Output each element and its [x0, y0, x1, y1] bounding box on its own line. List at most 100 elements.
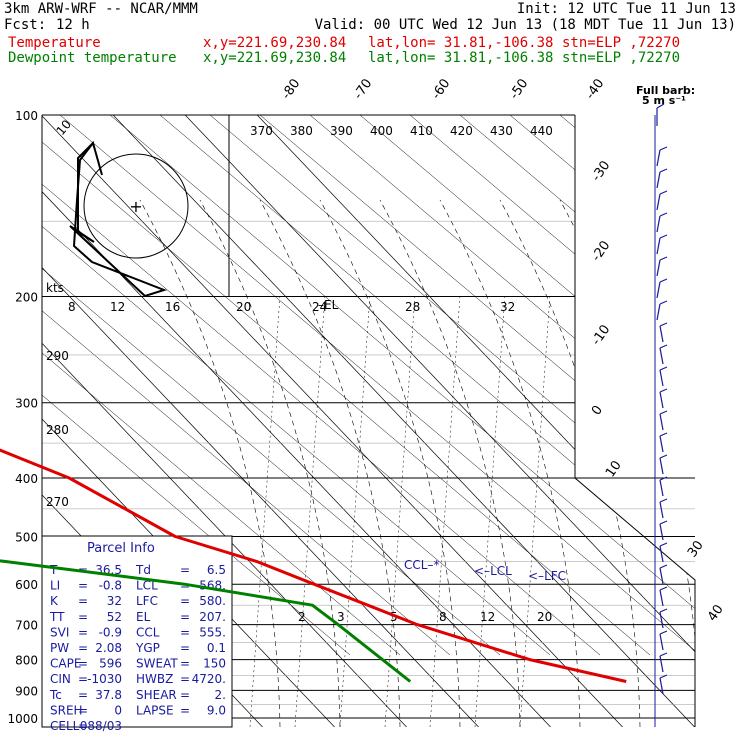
- moist-adiabat-line: [259, 199, 401, 727]
- wind-barb: [656, 303, 661, 321]
- dry-adiabat-line: [409, 115, 695, 656]
- dry-adiabat-line: [609, 115, 695, 656]
- mixing-ratio-label: 28: [405, 300, 420, 314]
- wind-barb: [659, 457, 664, 475]
- level-markers: –EL CCL–* <–LCL <–LFC: [318, 298, 566, 583]
- theta-label: 410: [410, 124, 433, 138]
- mixing-ratio-line: [384, 294, 416, 727]
- theta-left-label: 280: [46, 423, 69, 437]
- parcel-info-value: 580.: [199, 594, 226, 608]
- pressure-tick-label: 400: [15, 472, 38, 486]
- temp-xy: x,y=221.69,230.84: [203, 35, 347, 51]
- theta-label: 370: [250, 124, 273, 138]
- parcel-info-value: 52: [107, 610, 122, 624]
- wind-barb-flag: [659, 366, 668, 371]
- parcel-info-value: =: [78, 719, 88, 733]
- dry-adiabat-line: [459, 115, 695, 656]
- lcl-marker: <–LCL: [474, 564, 512, 578]
- parcel-info-value: =: [180, 641, 190, 655]
- theta-left-label: 270: [46, 495, 69, 509]
- parcel-info-value: =: [180, 672, 190, 686]
- isotherm-right-label: 40: [705, 602, 727, 624]
- mixing-ratio-label: 32: [500, 300, 515, 314]
- wind-barb-flag: [659, 212, 668, 217]
- lfc-marker: <–LFC: [528, 569, 566, 583]
- parcel-info-value: 6.5: [207, 563, 226, 577]
- mixing-ratio-line: [519, 294, 551, 727]
- wind-barb-flag: [659, 146, 668, 151]
- ccl-marker: CCL–*: [404, 558, 439, 572]
- wind-barb-flag: [659, 630, 668, 635]
- parcel-info-value: =: [78, 610, 88, 624]
- wind-barb: [659, 435, 664, 453]
- dry-adiabat-line: [159, 115, 695, 656]
- wind-barb: [659, 369, 664, 387]
- mixing-ratio-line: [474, 294, 506, 727]
- parcel-info-value: 0: [114, 703, 122, 717]
- wind-barb-flag: [659, 520, 668, 525]
- dry-adiabat-line: [42, 115, 601, 656]
- legend-temperature: Temperature: [8, 35, 101, 51]
- hodograph-center-mark: +: [129, 197, 142, 216]
- theta-label: 440: [530, 124, 553, 138]
- parcel-info-value: K: [50, 594, 59, 608]
- wind-barb: [659, 479, 664, 497]
- parcel-info-value: LI: [50, 579, 60, 593]
- parcel-info-value: =: [78, 641, 88, 655]
- dew-station: stn=ELP ,72270: [562, 50, 681, 66]
- wind-barb-flag: [659, 322, 668, 327]
- parcel-info-value: =: [180, 703, 190, 717]
- temp-latlon: lat,lon= 31.81,-106.38: [368, 35, 554, 51]
- isotherm-right-label: 30: [685, 538, 707, 560]
- barb-legend-line1: Full barb:: [636, 84, 695, 97]
- parcel-info-value: =: [180, 657, 190, 671]
- wind-barb-flag: [659, 498, 668, 503]
- parcel-info-value: 596: [99, 657, 122, 671]
- parcel-info-value: =: [180, 688, 190, 702]
- mixing-ratio-line: [429, 294, 461, 727]
- pressure-tick-label: 100: [15, 109, 38, 123]
- valid-time: Valid: 00 UTC Wed 12 Jun 13 (18 MDT Tue …: [314, 17, 736, 33]
- pressure-tick-label: 300: [15, 397, 38, 411]
- wind-barb-flag: [659, 256, 668, 261]
- wind-barb-flag: [659, 278, 668, 283]
- parcel-info-value: 32: [107, 594, 122, 608]
- hodograph-trace: [69, 140, 168, 298]
- moist-adiabat-line: [439, 199, 581, 727]
- moist-adiabat-line: [139, 199, 281, 727]
- el-marker: –EL: [318, 298, 339, 312]
- parcel-info-value: PW: [50, 641, 69, 655]
- dewpoint-profile: [0, 559, 412, 683]
- parcel-info-value: HWBZ: [136, 672, 173, 686]
- wind-barb: [659, 589, 664, 607]
- wind-barb-flag: [659, 190, 668, 195]
- wind-barb-flag: [659, 410, 668, 415]
- wind-barb-flag: [659, 300, 668, 305]
- wind-barb-flag: [659, 542, 668, 547]
- parcel-info-value: TT: [49, 610, 65, 624]
- mixing-ratio-label: 3: [337, 610, 345, 624]
- moist-adiabat-line: [199, 199, 341, 727]
- wind-barb: [656, 193, 661, 211]
- mixing-ratio-label: 16: [165, 300, 180, 314]
- dry-adiabat-line: [42, 115, 451, 656]
- pressure-tick-label: 700: [15, 619, 38, 633]
- parcel-info-value: 088/03: [80, 719, 122, 733]
- wind-barb: [659, 325, 664, 343]
- wind-barb-flag: [659, 234, 668, 239]
- parcel-info-value: Td: [135, 563, 151, 577]
- dry-adiabat-line: [559, 115, 695, 656]
- mixing-ratio-line: [339, 294, 371, 727]
- hodograph-kts-label: kts: [46, 281, 64, 295]
- isotherm-top-label: -80: [279, 76, 303, 102]
- wind-barb: [659, 523, 664, 541]
- theta-label: 400: [370, 124, 393, 138]
- theta-left-label: 290: [46, 349, 69, 363]
- isotherm-line: [184, 115, 695, 727]
- hodograph-ring: [83, 153, 189, 259]
- dew-xy: x,y=221.69,230.84: [203, 50, 347, 66]
- isotherm-right-label: -30: [589, 158, 613, 184]
- parcel-info-value: LCL: [136, 579, 158, 593]
- wind-barb-flag: [659, 608, 668, 613]
